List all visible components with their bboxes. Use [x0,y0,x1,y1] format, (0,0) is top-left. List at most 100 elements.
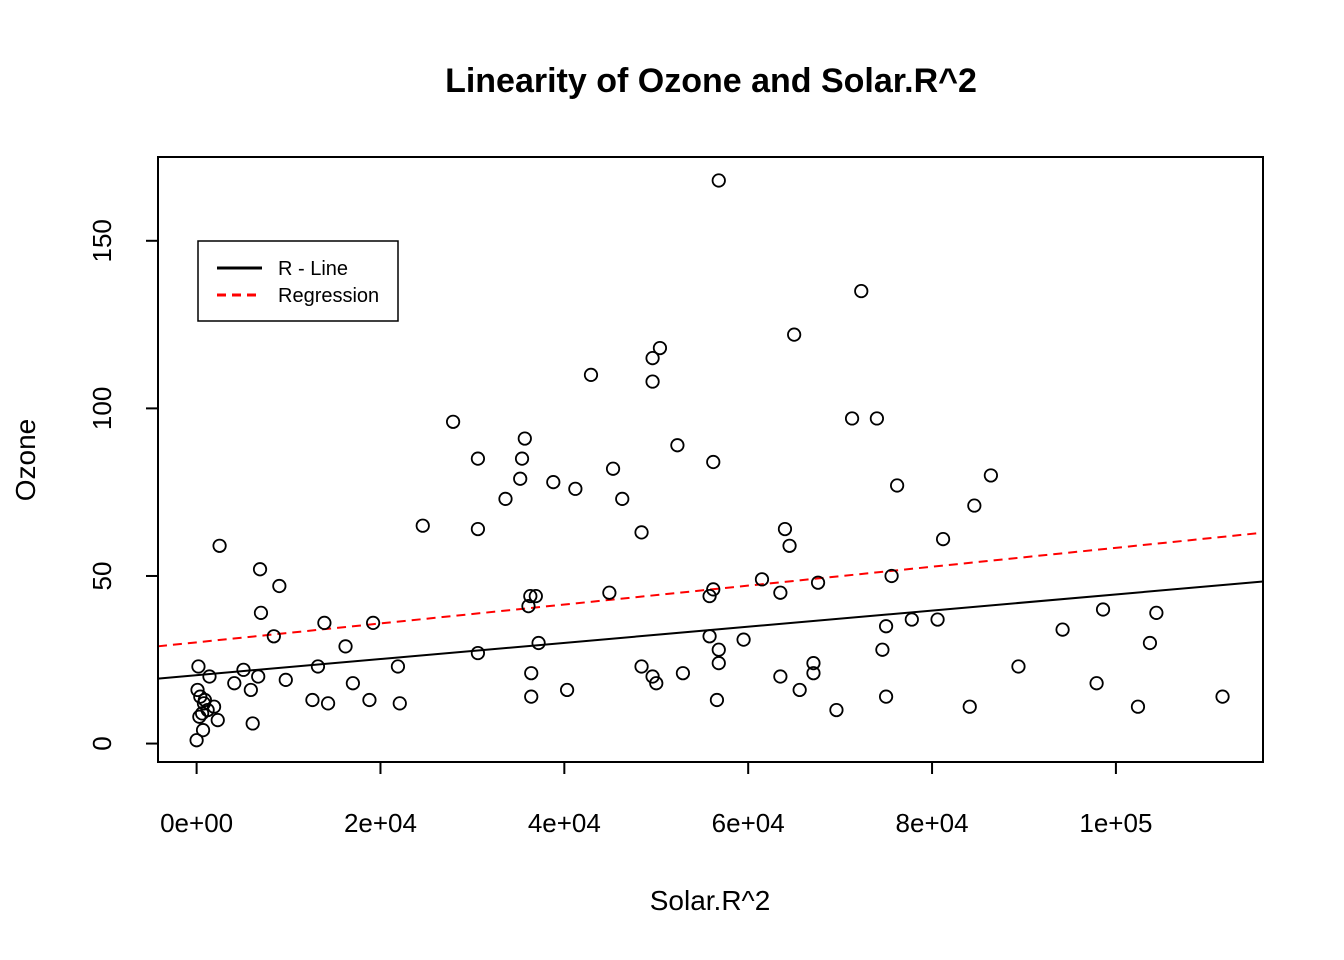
data-point [702,629,717,644]
data-point [670,438,685,453]
data-point [523,588,538,604]
data-point [1149,605,1164,620]
data-point [787,327,802,342]
data-point [197,692,212,708]
plot-frame [157,156,1264,763]
data-point [390,659,406,674]
data-point [1095,602,1111,617]
data-point [252,562,268,577]
data-point [305,692,320,708]
data-point [711,656,726,671]
data-point [773,669,788,684]
x-tick-label: 2e+04 [344,808,417,838]
legend-label-regression: Regression [278,285,379,307]
data-point [706,454,721,470]
data-point [392,696,407,711]
data-point [366,615,381,631]
data-point [470,451,486,466]
data-point [212,538,227,553]
data-point [338,639,353,654]
data-point [528,588,543,604]
data-point [191,659,206,674]
data-point [568,481,583,496]
x-tick-label: 4e+04 [528,808,601,838]
data-point [878,689,894,704]
data-point [524,689,539,704]
data-point [854,283,869,299]
data-point [1142,635,1158,651]
data-point [513,471,528,486]
data-point [445,414,461,429]
data-point [962,699,977,714]
data-point [890,478,905,493]
data-point [266,629,281,644]
data-point [754,572,770,587]
data-point [192,709,207,724]
data-point [844,411,860,426]
data-point [649,676,664,691]
data-point [320,696,336,711]
chart-title: Linearity of Ozone and Solar.R^2 [445,62,977,100]
data-point [517,431,532,446]
data-point [806,656,821,671]
data-point [546,475,561,490]
data-point [884,568,899,584]
data-point [878,619,894,634]
y-tick-label: 100 [87,387,117,430]
data-point [251,669,266,684]
data-point [521,599,536,614]
data-point [272,578,287,594]
x-axis: 0e+00 2e+04 4e+04 6e+04 8e+04 1e+05 [160,761,1152,838]
data-point [498,491,513,506]
data-point [583,367,599,382]
data-point [935,532,951,547]
data-point [415,518,430,533]
data-point [190,682,205,698]
data-point [1215,689,1230,704]
data-point [470,645,486,661]
data-point [777,521,793,537]
data-points [189,173,1230,748]
data-point [645,374,660,389]
data-point [278,672,293,687]
data-point [792,682,807,698]
data-point [869,411,884,426]
data-point [206,699,222,714]
data-point [634,659,649,674]
data-point [559,682,575,698]
y-axis-title: Ozone [10,419,41,502]
data-point [345,676,360,691]
data-point [875,642,890,657]
data-point [605,461,621,476]
data-point [967,498,982,513]
data-point [645,351,660,366]
data-point [1011,659,1026,674]
data-point [810,575,826,590]
data-point [236,662,251,677]
data-point [317,615,332,631]
data-point [202,669,217,684]
x-tick-label: 1e+05 [1079,808,1152,838]
data-point [195,723,211,738]
data-point [524,666,539,681]
data-point [189,733,204,748]
data-point [1055,622,1070,637]
x-tick-label: 8e+04 [896,808,969,838]
x-tick-label: 6e+04 [712,808,785,838]
y-tick-label: 0 [87,736,117,750]
data-point [829,702,844,718]
data-point [806,666,821,681]
data-point [711,642,726,657]
data-point [930,612,945,627]
y-axis: 0 50 100 150 [87,219,159,751]
data-point [615,491,630,506]
data-point [709,692,725,708]
data-point [736,632,751,647]
data-point [243,682,258,698]
data-point [711,173,726,188]
data-point [773,585,788,600]
data-point [1089,676,1104,691]
data-point [782,538,797,553]
data-point [983,468,998,483]
legend-label-r-line: R - Line [278,258,348,280]
